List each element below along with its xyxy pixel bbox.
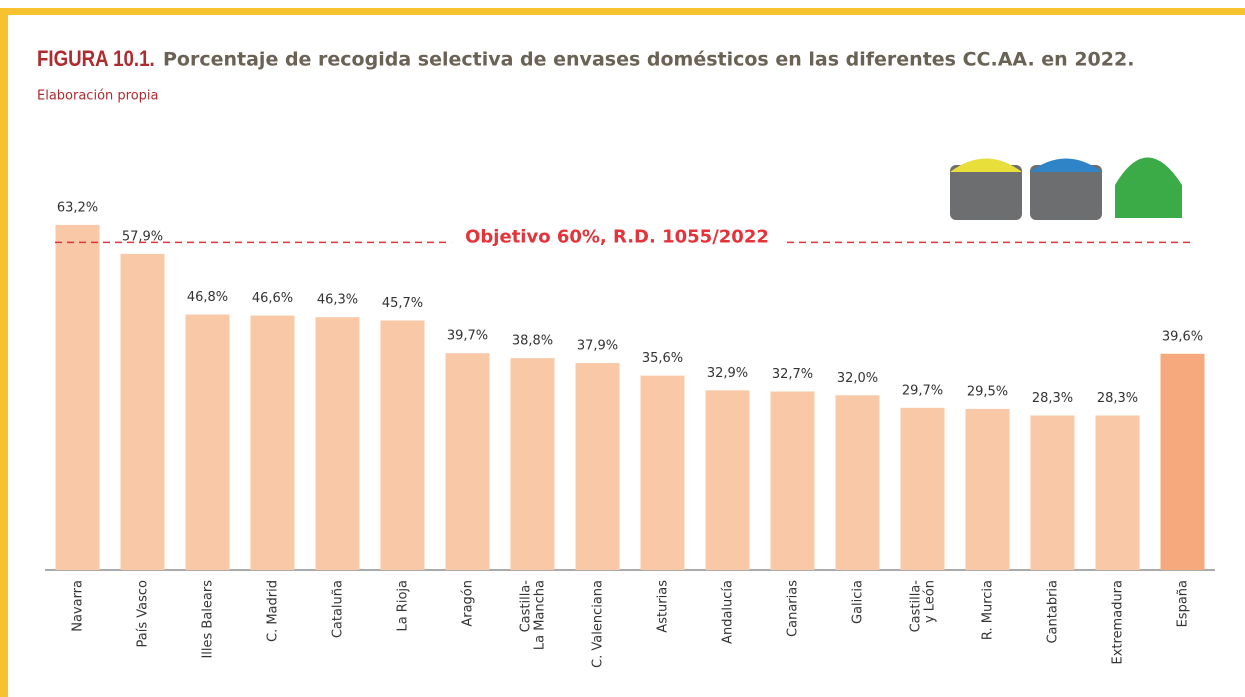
x-tick-label: C. Madrid	[265, 580, 280, 642]
bar	[185, 314, 230, 570]
x-tick-label: Navarra	[70, 580, 85, 632]
top-border	[0, 8, 1245, 15]
x-tick-label: Castilla-La Mancha	[518, 580, 547, 650]
value-label: 63,2%	[57, 200, 98, 215]
value-label: 38,8%	[512, 334, 553, 349]
figure-label: FIGURA 10.1.	[37, 47, 155, 71]
value-label: 32,7%	[772, 367, 813, 382]
chart-subtitle: Elaboración propia	[37, 89, 159, 104]
value-label: 37,9%	[577, 339, 618, 354]
bar	[315, 317, 360, 570]
bar	[965, 408, 1010, 570]
x-tick-label: Andalucía	[720, 580, 735, 644]
value-label: 46,8%	[187, 290, 228, 305]
bar	[445, 353, 490, 570]
x-tick-label: Galicia	[850, 580, 865, 624]
bar	[1095, 415, 1140, 570]
value-label: 46,6%	[252, 291, 293, 306]
value-label: 35,6%	[642, 351, 683, 366]
x-tick-label: Castilla-y León	[908, 580, 937, 633]
x-tick-label: C. Valenciana	[590, 580, 605, 668]
value-label: 29,5%	[967, 384, 1008, 399]
value-label: 46,3%	[317, 293, 358, 308]
x-tick-label: Canarias	[785, 580, 800, 637]
x-tick-label: Extremadura	[1110, 580, 1125, 665]
bar	[835, 395, 880, 570]
bar	[380, 320, 425, 570]
value-label: 32,9%	[707, 366, 748, 381]
x-tick-label: Asturias	[655, 580, 670, 633]
value-label: 32,0%	[837, 371, 878, 386]
bar	[510, 358, 555, 570]
bins-illustration	[950, 157, 1182, 220]
bar	[770, 391, 815, 570]
x-tick-label: La Rioja	[395, 580, 410, 632]
bar	[900, 407, 945, 570]
x-tick-label: España	[1175, 580, 1190, 627]
x-tick-label: País Vasco	[135, 580, 150, 648]
value-label: 28,3%	[1032, 391, 1073, 406]
x-tick-label: Cantabria	[1045, 580, 1060, 644]
value-label: 39,6%	[1162, 329, 1203, 344]
chart-title: Porcentaje de recogida selectiva de enva…	[163, 49, 1134, 71]
x-tick-label: R. Murcia	[980, 580, 995, 640]
bar	[705, 390, 750, 570]
target-label-bg	[451, 226, 783, 248]
value-label: 57,9%	[122, 229, 163, 244]
x-tick-label: Illes Balears	[200, 580, 215, 659]
bar	[120, 253, 165, 570]
bar	[1030, 415, 1075, 570]
left-border	[0, 8, 8, 697]
value-label: 39,7%	[447, 329, 488, 344]
bar	[1160, 353, 1205, 570]
target-label: Objetivo 60%, R.D. 1055/2022	[465, 226, 769, 247]
bar	[640, 375, 685, 570]
x-tick-label: Aragón	[460, 580, 475, 627]
value-label: 29,7%	[902, 383, 943, 398]
bar	[575, 363, 620, 570]
value-label: 45,7%	[382, 296, 423, 311]
x-tick-label: Cataluña	[330, 580, 345, 638]
value-label: 28,3%	[1097, 391, 1138, 406]
bar	[55, 224, 100, 571]
bar	[250, 315, 295, 570]
